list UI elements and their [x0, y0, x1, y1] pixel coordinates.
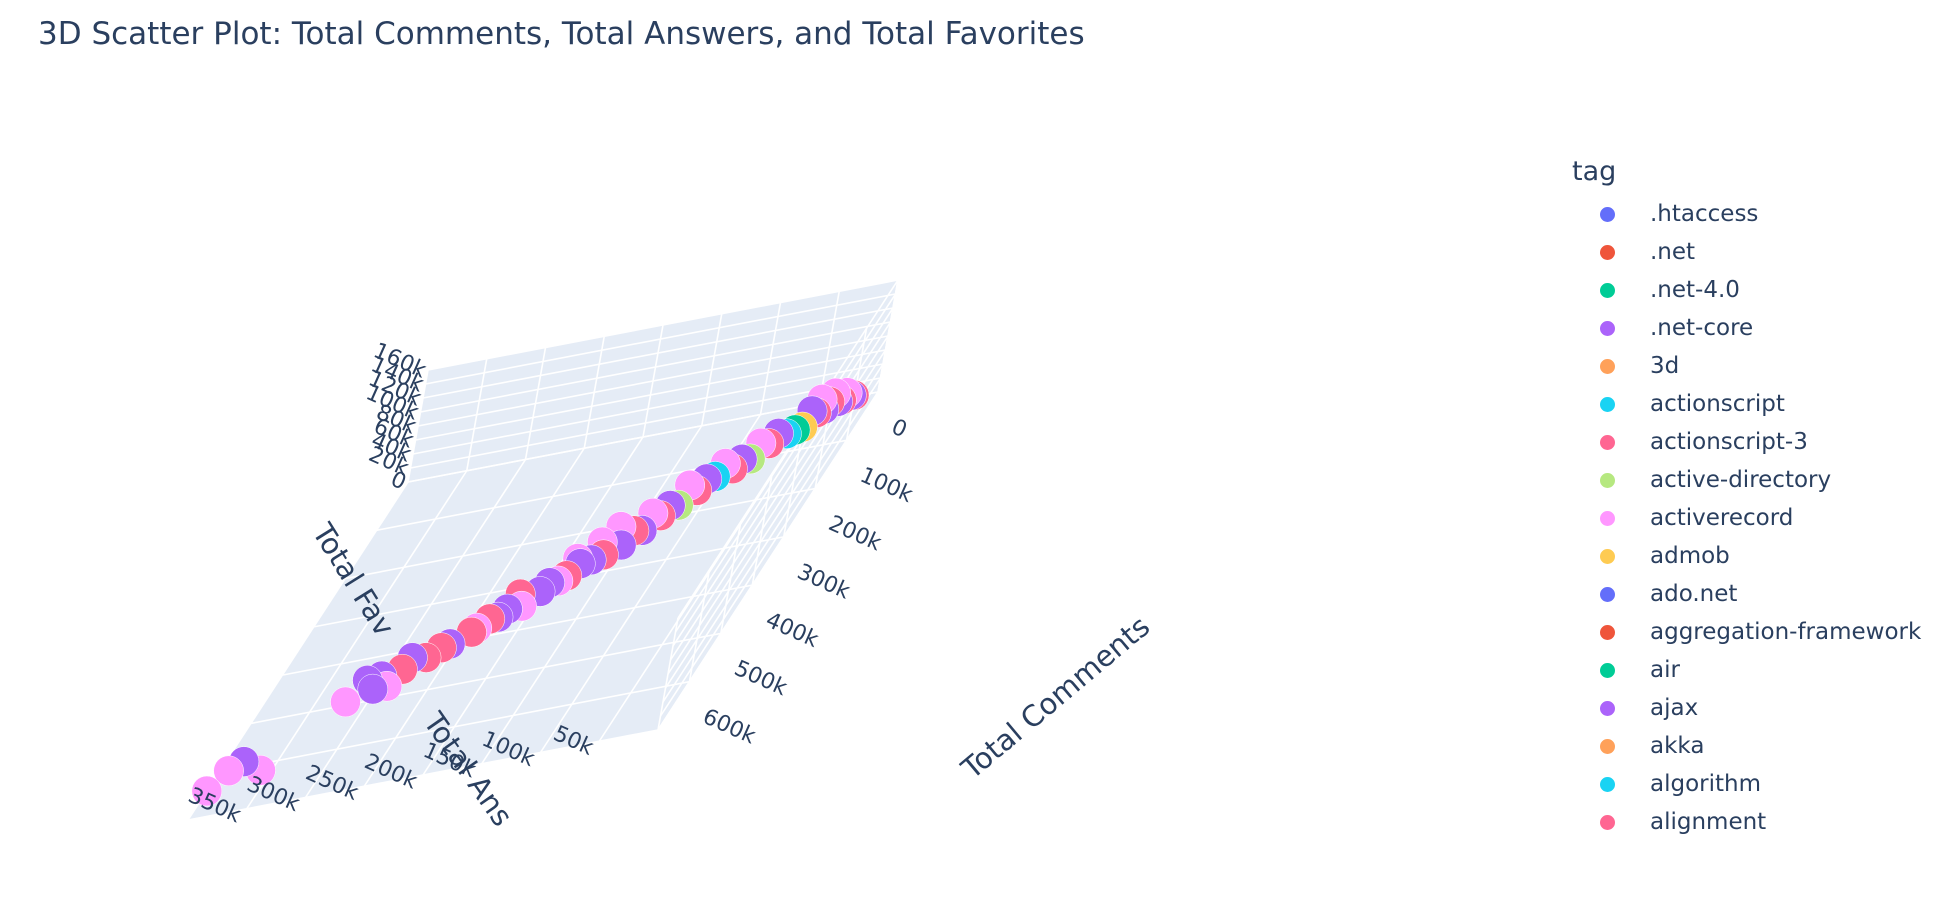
- z-gridline: [415, 349, 886, 441]
- legend-label: active-directory: [1650, 467, 1832, 493]
- legend-item[interactable]: .htaccess: [1562, 195, 1921, 233]
- z-gridline: [677, 279, 899, 619]
- legend-label: .htaccess: [1650, 201, 1759, 227]
- chart-title: 3D Scatter Plot: Total Comments, Total A…: [38, 16, 1085, 52]
- z-gridline: [410, 377, 881, 469]
- y-gridline: [598, 402, 820, 742]
- x-tick-label: 100k: [856, 463, 916, 508]
- z-gridline: [412, 363, 884, 455]
- legend-marker-icon: [1600, 700, 1615, 716]
- z-gridline: [422, 307, 894, 399]
- z-gridline: [427, 279, 899, 371]
- legend-label: air: [1650, 657, 1680, 683]
- z-gridline: [669, 321, 892, 661]
- legend-item[interactable]: 3d: [1562, 347, 1921, 385]
- legend-item[interactable]: air: [1562, 651, 1921, 689]
- legend-marker-icon: [1600, 472, 1615, 488]
- legend-label: akka: [1650, 733, 1705, 759]
- legend-marker-icon: [1600, 814, 1615, 830]
- x-tick-label: 600k: [699, 704, 759, 749]
- legend-title: tag: [1572, 156, 1617, 187]
- z-gridline: [672, 307, 894, 647]
- legend-item[interactable]: .net-4.0: [1562, 271, 1921, 309]
- legend: tag .htaccess .net .net-4.0 .net-core 3d acti…: [1562, 156, 1921, 841]
- data-point[interactable]: [191, 775, 223, 807]
- legend-marker-icon: [1600, 434, 1615, 450]
- legend-label: ado.net: [1650, 581, 1738, 607]
- z-gridline: [662, 363, 884, 703]
- x-tick-label: 0: [888, 415, 911, 444]
- legend-marker-icon: [1600, 510, 1615, 526]
- legend-label: .net-4.0: [1650, 277, 1740, 303]
- legend-label: .net-core: [1650, 315, 1754, 341]
- data-point[interactable]: [357, 673, 388, 705]
- legend-marker-icon: [1600, 586, 1615, 602]
- legend-item[interactable]: algorithm: [1562, 765, 1921, 803]
- legend-marker-icon: [1600, 624, 1615, 640]
- legend-label: activerecord: [1650, 505, 1794, 531]
- legend-label: alignment: [1650, 809, 1767, 835]
- legend-marker-icon: [1600, 776, 1615, 792]
- legend-item[interactable]: .net-core: [1562, 309, 1921, 347]
- legend-marker-icon: [1600, 282, 1615, 298]
- y-gridline: [481, 425, 703, 765]
- z-gridline: [657, 391, 879, 731]
- z-gridline: [674, 293, 897, 633]
- legend-item[interactable]: alignment: [1562, 803, 1921, 841]
- x-tick-label: 400k: [762, 608, 822, 653]
- legend-item[interactable]: actionscript-3: [1562, 423, 1921, 461]
- legend-marker-icon: [1600, 738, 1615, 754]
- legend-item[interactable]: .net: [1562, 233, 1921, 271]
- z-gridline: [417, 335, 889, 427]
- legend-item[interactable]: aggregation-framework: [1562, 613, 1921, 651]
- legend-item[interactable]: akka: [1562, 727, 1921, 765]
- z-gridline: [420, 321, 891, 413]
- legend-marker-icon: [1600, 662, 1615, 678]
- y-gridline: [304, 459, 527, 798]
- x-tick-label: 500k: [730, 656, 790, 701]
- legend-label: ajax: [1650, 695, 1699, 721]
- legend-marker-icon: [1600, 244, 1615, 260]
- scatter-3d-scene[interactable]: 0100k200k300k400k500k600k50k100k150k200k…: [0, 0, 1540, 860]
- z-gridline: [425, 293, 896, 385]
- z-gridline: [659, 377, 882, 717]
- legend-item[interactable]: ajax: [1562, 689, 1921, 727]
- x-tick-label: 300k: [793, 559, 853, 604]
- legend-item[interactable]: ado.net: [1562, 575, 1921, 613]
- x-axis-title: Total Comments: [954, 609, 1156, 786]
- data-point[interactable]: [213, 755, 244, 787]
- legend-item[interactable]: activerecord: [1562, 499, 1921, 537]
- legend-marker-icon: [1600, 358, 1615, 374]
- legend-label: actionscript-3: [1650, 429, 1808, 455]
- data-point[interactable]: [330, 686, 361, 718]
- legend-marker-icon: [1600, 320, 1615, 336]
- y-gridline: [246, 470, 468, 810]
- legend-marker-icon: [1600, 396, 1615, 412]
- legend-label: actionscript: [1650, 391, 1785, 417]
- legend-label: 3d: [1650, 353, 1680, 379]
- legend-item[interactable]: active-directory: [1562, 461, 1921, 499]
- legend-item[interactable]: admob: [1562, 537, 1921, 575]
- legend-item[interactable]: actionscript: [1562, 385, 1921, 423]
- legend-label: .net: [1650, 239, 1696, 265]
- legend-label: algorithm: [1650, 771, 1762, 797]
- legend-label: aggregation-framework: [1650, 619, 1922, 645]
- scene-points[interactable]: [191, 377, 870, 807]
- legend-marker-icon: [1600, 548, 1615, 564]
- x-tick-label: 200k: [825, 511, 885, 556]
- legend-label: admob: [1650, 543, 1730, 569]
- legend-marker-icon: [1600, 206, 1615, 222]
